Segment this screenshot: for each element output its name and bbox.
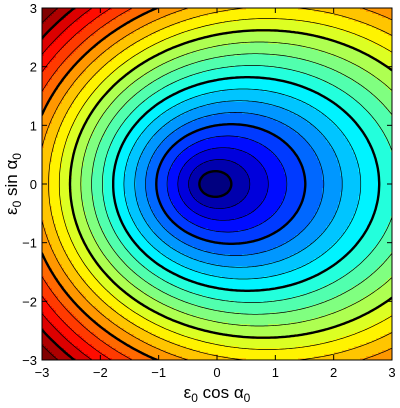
contour-line-bold — [198, 170, 233, 198]
contour-line — [177, 147, 269, 221]
y-label-subscript-2: 0 — [10, 153, 24, 160]
x-label-epsilon: ε — [184, 383, 192, 402]
x-label-subscript-2: 0 — [244, 391, 251, 405]
x-tick-label: −1 — [151, 365, 166, 380]
contour-line — [42, 8, 59, 360]
contour-line-bold — [68, 29, 392, 339]
x-label-subscript: 0 — [191, 391, 198, 405]
contour-line-bold — [155, 123, 307, 245]
contour-line — [123, 88, 362, 280]
y-tick-label: 1 — [30, 118, 37, 133]
svg-text:ε0 cos α0: ε0 cos α0 — [184, 383, 251, 405]
contour-line-bold — [42, 8, 76, 360]
axis-ticks: −3 −2 −1 0 1 2 3 −3 −2 −1 0 1 2 3 — [22, 1, 395, 380]
y-tick-label: 3 — [30, 1, 37, 16]
contour-line — [145, 112, 325, 256]
contour-line — [134, 100, 343, 268]
contour-line — [166, 135, 288, 233]
contour-line — [42, 8, 93, 360]
x-tick-label: 2 — [330, 365, 337, 380]
y-label-sin-alpha: sin α — [2, 160, 21, 201]
contour-line — [91, 53, 392, 315]
svg-text:ε0 sin α0: ε0 sin α0 — [2, 153, 24, 215]
contour-line — [48, 8, 392, 360]
x-label-cos-alpha: cos α — [198, 383, 244, 402]
y-tick-label: −2 — [22, 294, 37, 309]
plot-area — [42, 8, 392, 360]
filled-contour-surface — [42, 8, 392, 360]
x-tick-label: 1 — [272, 365, 279, 380]
x-tick-label: 3 — [388, 365, 395, 380]
contour-line — [188, 159, 251, 209]
contour-line-bold — [112, 76, 381, 292]
y-axis-label: ε0 sin α0 — [2, 153, 24, 215]
y-label-epsilon: ε — [2, 207, 21, 215]
y-tick-label: −3 — [22, 353, 37, 368]
x-axis-label: ε0 cos α0 — [184, 383, 251, 405]
contour-lines — [42, 8, 392, 360]
contour-line — [42, 8, 133, 360]
contour-line — [42, 8, 392, 360]
contour-line — [102, 65, 392, 303]
contour-line-bold — [42, 8, 158, 360]
y-tick-label: 0 — [30, 177, 37, 192]
y-tick-label: −1 — [22, 236, 37, 251]
x-tick-label: 0 — [213, 365, 220, 380]
x-tick-label: −3 — [35, 365, 50, 380]
contour-line — [58, 18, 392, 350]
y-tick-label: 2 — [30, 60, 37, 75]
y-label-subscript: 0 — [10, 200, 24, 207]
contour-line — [42, 8, 112, 360]
contour-line — [80, 41, 392, 327]
x-tick-label: −2 — [93, 365, 108, 380]
